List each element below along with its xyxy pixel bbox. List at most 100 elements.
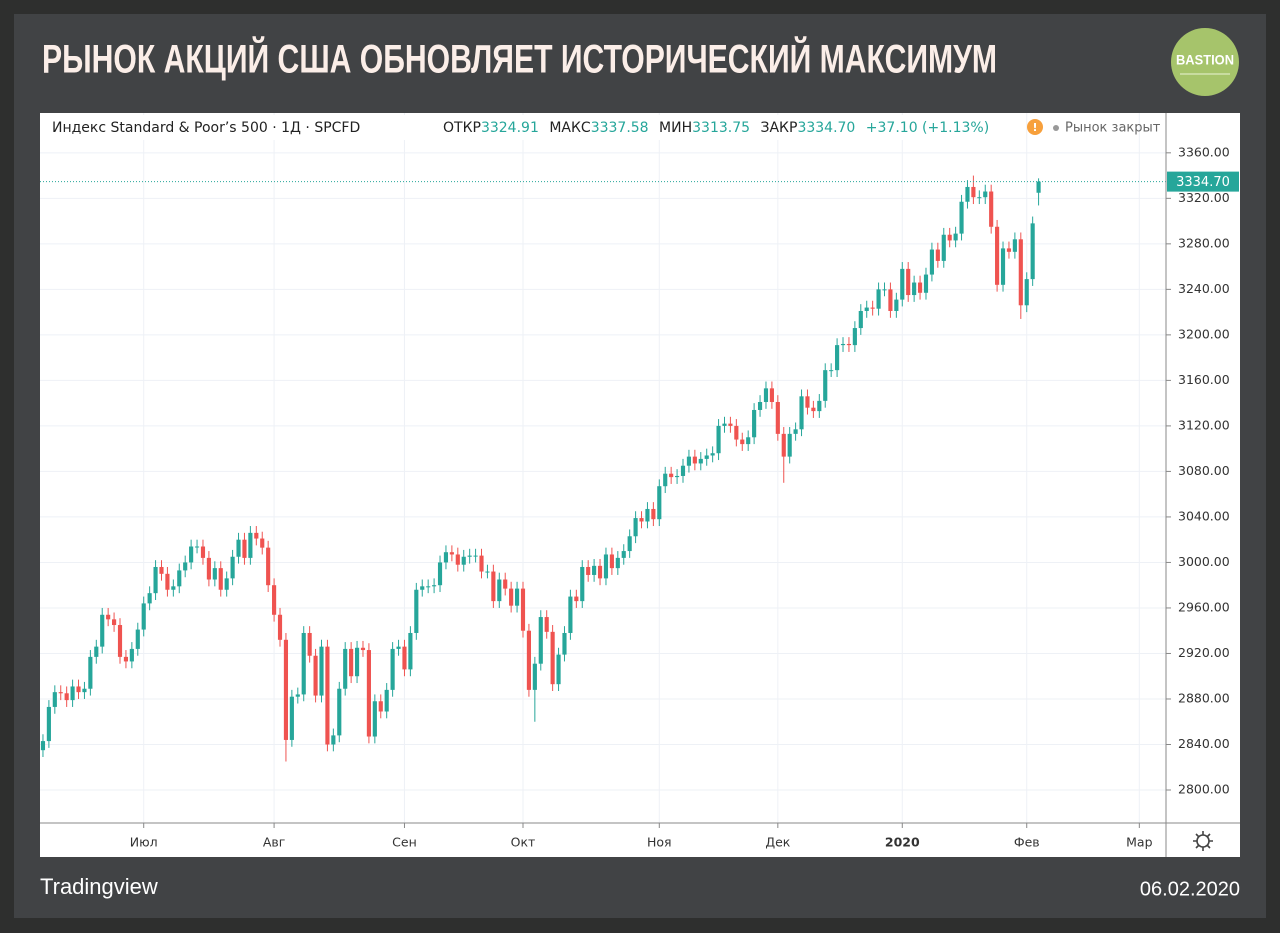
candle-body <box>189 546 194 563</box>
candle-body <box>402 646 407 670</box>
candle-body <box>100 614 105 647</box>
candle-body <box>212 568 217 580</box>
candle-body <box>467 555 472 557</box>
candle-body <box>603 554 609 579</box>
candle-body <box>995 226 1000 285</box>
candle-body <box>491 571 496 602</box>
candle-body <box>835 345 840 371</box>
x-tick-label: Сен <box>392 835 417 850</box>
last-price-tag <box>1167 171 1239 192</box>
candle-body <box>437 562 443 586</box>
candle-body <box>82 688 87 693</box>
y-tick-label: 3080.00 <box>1178 463 1230 478</box>
candle-body <box>485 571 490 573</box>
candle-body <box>781 433 786 457</box>
candle-body <box>633 518 638 537</box>
candle-body <box>757 402 763 410</box>
candle-body <box>449 552 454 555</box>
candle-body <box>568 596 573 633</box>
logo-text: BASTION <box>1176 52 1234 68</box>
date: 06.02.2020 <box>1140 878 1240 900</box>
candle-body <box>171 586 176 590</box>
candle-body <box>177 570 182 587</box>
y-tick-label: 2880.00 <box>1178 690 1230 705</box>
candle-body <box>823 370 828 401</box>
candle-body <box>165 573 170 590</box>
candle-body <box>538 617 543 664</box>
candle-body <box>159 566 164 574</box>
candle-body <box>319 646 324 696</box>
candle-body <box>769 388 774 403</box>
candle-body <box>793 429 798 434</box>
candle-body <box>343 648 348 689</box>
candle-body <box>153 566 158 594</box>
candle-body <box>846 343 852 346</box>
candle-body <box>455 554 460 565</box>
logo <box>1171 28 1239 96</box>
candle-body <box>888 289 893 311</box>
gear-teeth[interactable] <box>1193 831 1213 851</box>
candle-body <box>592 565 597 575</box>
candle-body <box>734 425 739 440</box>
candle-body <box>722 423 727 426</box>
candle-body <box>1018 239 1023 306</box>
alert-mark: ! <box>1032 121 1037 134</box>
x-tick-label: Июл <box>130 835 158 850</box>
candle-body <box>301 632 306 695</box>
last-price-label: 3334.70 <box>1176 175 1230 190</box>
x-tick-label: Авг <box>263 835 286 850</box>
candle-body <box>1000 248 1006 285</box>
candle-body <box>509 588 514 606</box>
candle-body <box>609 554 614 569</box>
candle-body <box>941 234 946 261</box>
open-label: ОТКР <box>443 120 481 136</box>
candle-body <box>947 234 952 241</box>
settings-icon[interactable] <box>1193 831 1213 851</box>
candle-body <box>514 588 520 606</box>
candle-body <box>852 328 857 346</box>
candle-body <box>710 453 715 456</box>
candle-body <box>698 458 703 464</box>
candle-body <box>503 579 508 589</box>
plot <box>40 113 1166 823</box>
candle-body <box>200 546 206 558</box>
candle-body <box>224 578 229 590</box>
candle-body <box>621 551 626 558</box>
candle-body <box>597 565 603 579</box>
candle-body <box>864 307 869 311</box>
candle-body <box>242 539 247 558</box>
candle-body <box>929 249 934 275</box>
close-value: 3334.70 <box>797 120 855 136</box>
candle-body <box>479 555 484 572</box>
candle-body <box>532 663 537 690</box>
y-tick-label: 2960.00 <box>1178 599 1230 614</box>
candle-body <box>372 701 377 737</box>
open-value: 3324.91 <box>481 120 539 136</box>
candle-body <box>639 518 644 522</box>
candle-body <box>70 686 75 701</box>
candle-body <box>900 268 905 300</box>
candle-body <box>935 249 940 261</box>
candle-body <box>1036 181 1041 193</box>
candle-body <box>805 396 810 408</box>
candle-body <box>663 473 668 487</box>
candle-body <box>550 631 555 685</box>
candle-body <box>894 299 899 311</box>
change: +37.10 (+1.13%) <box>866 120 989 136</box>
high-label: МАКС <box>549 120 591 136</box>
status-dot <box>1053 125 1059 131</box>
y-tick-label: 3000.00 <box>1178 554 1230 569</box>
candle-body <box>272 585 277 615</box>
candle-body <box>1006 248 1012 252</box>
candle-body <box>396 646 401 649</box>
candle-body <box>728 423 733 426</box>
candle-body <box>106 614 111 620</box>
candle-body <box>906 268 911 296</box>
candle-body <box>283 639 289 740</box>
candle-body <box>313 655 318 696</box>
candle-body <box>117 625 123 657</box>
y-tick-label: 3200.00 <box>1178 326 1230 341</box>
candle-body <box>544 617 549 632</box>
candle-body <box>420 586 425 590</box>
candle-body <box>307 632 312 656</box>
